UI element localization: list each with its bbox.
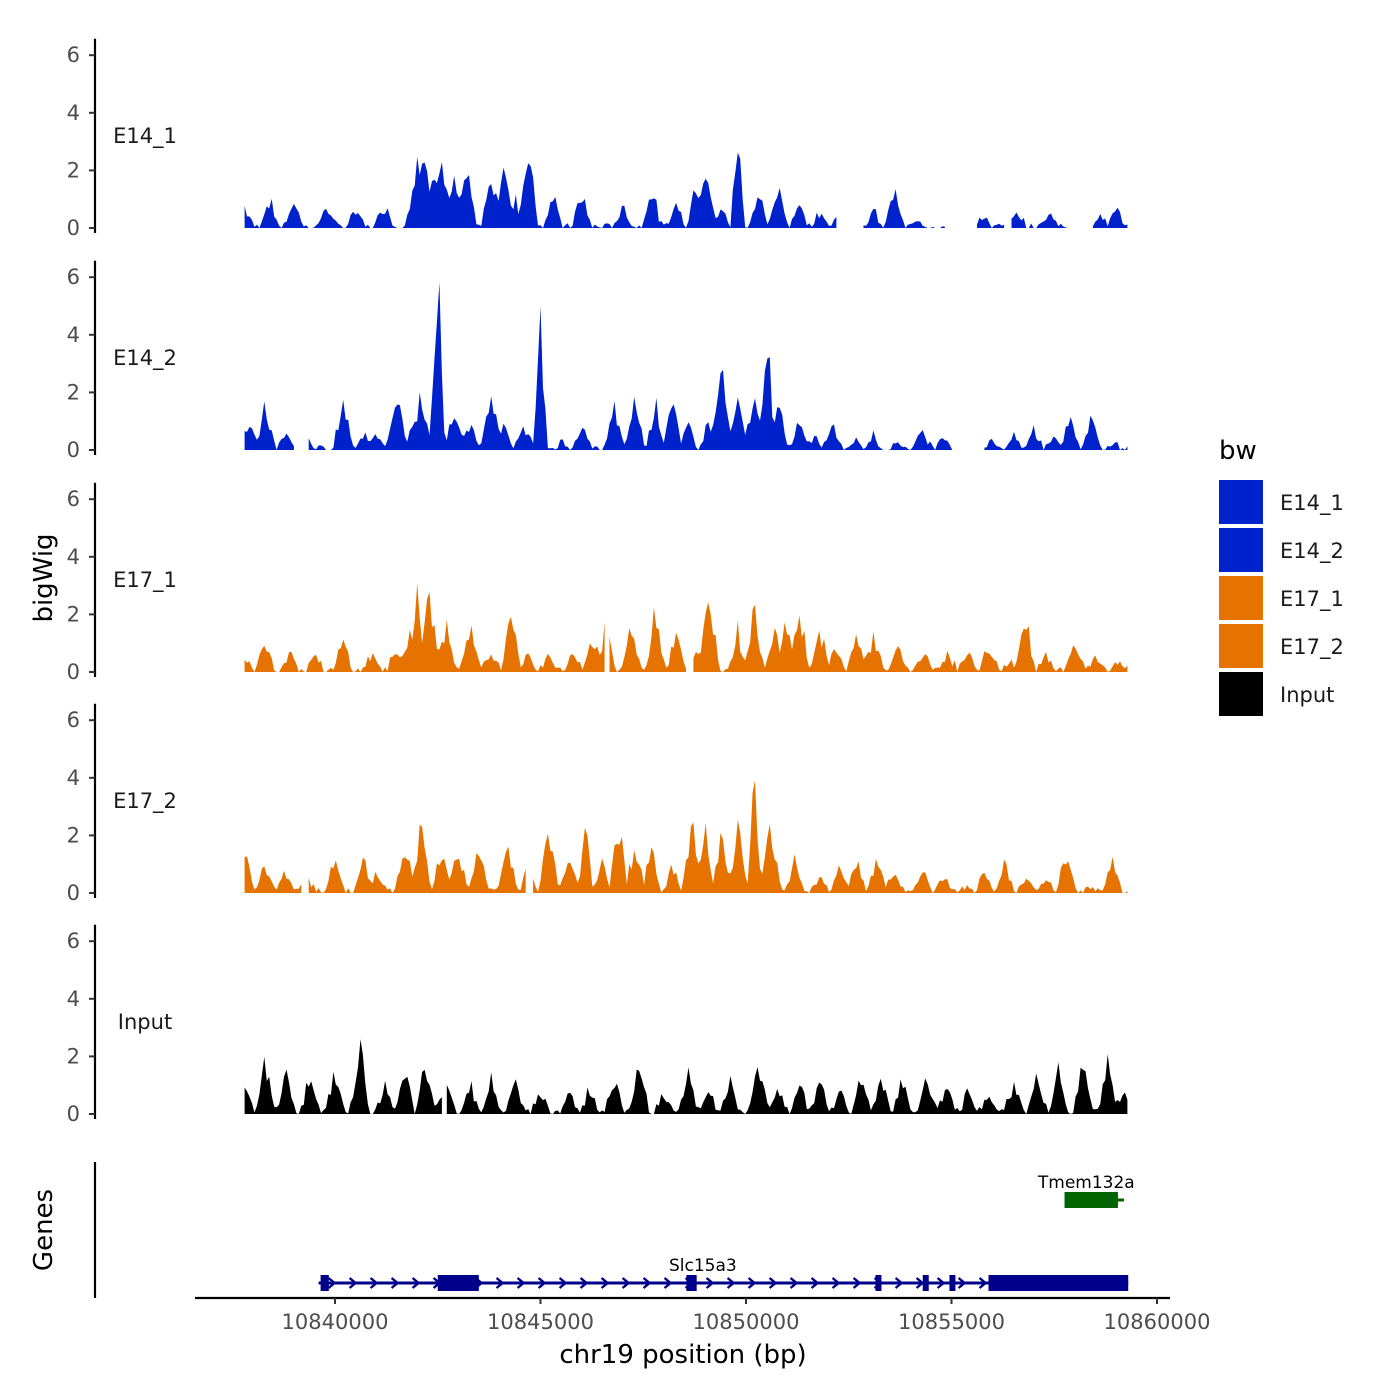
gene-exon [949, 1275, 956, 1291]
strand-arrow [537, 1277, 547, 1289]
legend-title: bw [1219, 436, 1257, 466]
legend-label: E14_2 [1280, 539, 1344, 564]
legend-key [1219, 528, 1263, 572]
track-input: 0 2 4 6 Input [67, 924, 1128, 1126]
y-tick-label: 6 [67, 708, 80, 732]
y-tick-label: 4 [67, 545, 80, 569]
legend: bw E14_1 E14_2 E17_1 E17_2 Input [1219, 436, 1344, 716]
strand-arrow [516, 1277, 526, 1289]
legend-key [1219, 672, 1263, 716]
legend-label: E17_1 [1280, 587, 1344, 612]
track-label: Input [118, 1010, 172, 1034]
legend-key [1219, 576, 1263, 620]
strand-arrow [600, 1277, 610, 1289]
track-e17-2: 0 2 4 6 E17_2 [67, 703, 1128, 905]
strand-arrow [663, 1277, 673, 1289]
y-tick-label: 4 [67, 766, 80, 790]
legend-label: Input [1280, 683, 1334, 707]
track-e14-2: 0 2 4 6 E14_2 [67, 260, 1128, 462]
strand-arrow [369, 1277, 379, 1289]
y-tick-label: 0 [67, 660, 80, 684]
strand-arrow [642, 1277, 652, 1289]
track-label: E14_2 [113, 346, 177, 371]
gene-label: Slc15a3 [669, 1256, 737, 1276]
y-tick-label: 4 [67, 101, 80, 125]
x-tick-label: 10860000 [1104, 1310, 1211, 1334]
strand-arrow [894, 1277, 904, 1289]
y-tick-label: 2 [67, 602, 80, 626]
strand-arrow [852, 1277, 862, 1289]
x-axis: 10840000 10845000 10850000 10855000 10860000 [195, 1296, 1211, 1334]
strand-arrow [558, 1277, 568, 1289]
legend-key [1219, 624, 1263, 668]
strand-arrow [957, 1277, 967, 1289]
tracks-layer: 0 2 4 6 E14_1 0 2 4 6 E14_2 0 2 4 6 E17_1 0 2 4 6 E17_2 0 2 4 6… [67, 38, 1128, 1126]
strand-arrow [705, 1277, 715, 1289]
y-tick-label: 0 [67, 1102, 80, 1126]
legend-label: E14_1 [1280, 491, 1344, 516]
y-tick-label: 6 [67, 265, 80, 289]
x-tick-label: 10845000 [487, 1310, 594, 1334]
gene-exon [1064, 1192, 1118, 1208]
strand-arrow [726, 1277, 736, 1289]
strand-arrow [768, 1277, 778, 1289]
strand-arrow [390, 1277, 400, 1289]
y-tick-label: 2 [67, 158, 80, 182]
gene-exon [320, 1275, 329, 1291]
y-tick-label: 4 [67, 323, 80, 347]
strand-arrow [747, 1277, 757, 1289]
signal-area [244, 282, 1128, 450]
signal-area [244, 780, 1128, 893]
strand-arrow [621, 1277, 631, 1289]
y-tick-label: 4 [67, 987, 80, 1011]
strand-arrow [831, 1277, 841, 1289]
x-axis-title: chr19 position (bp) [559, 1340, 806, 1370]
strand-arrow [936, 1277, 946, 1289]
y-tick-label: 6 [67, 929, 80, 953]
y-tick-label: 2 [67, 1044, 80, 1068]
strand-arrow [411, 1277, 421, 1289]
strand-arrow [495, 1277, 505, 1289]
legend-label: E17_2 [1280, 635, 1344, 660]
y-tick-label: 6 [67, 43, 80, 67]
strand-arrow [810, 1277, 820, 1289]
gene-exon [922, 1275, 929, 1291]
y-tick-label: 6 [67, 487, 80, 511]
strand-arrow [579, 1277, 589, 1289]
strand-arrow [915, 1277, 925, 1289]
signal-area [244, 152, 1128, 228]
strand-arrow [789, 1277, 799, 1289]
track-label: E17_2 [113, 789, 177, 814]
track-e17-1: 0 2 4 6 E17_1 [67, 482, 1128, 684]
gene-label: Tmem132a [1037, 1173, 1135, 1193]
strand-arrow [978, 1277, 988, 1289]
legend-key [1219, 480, 1263, 524]
genes-axis-title: Genes [29, 1189, 59, 1271]
y-tick-label: 2 [67, 380, 80, 404]
signal-area [244, 583, 1128, 672]
y-tick-label: 2 [67, 823, 80, 847]
y-tick-label: 0 [67, 216, 80, 240]
gene-tmem132a: Tmem132a [1037, 1173, 1135, 1208]
strand-arrow [327, 1277, 337, 1289]
genes-layer: Tmem132a Slc15a3 [93, 1162, 1135, 1298]
signal-area [244, 1039, 1128, 1114]
x-tick-label: 10855000 [898, 1310, 1005, 1334]
x-tick-label: 10840000 [282, 1310, 389, 1334]
y-tick-label: 0 [67, 438, 80, 462]
track-e14-1: 0 2 4 6 E14_1 [67, 38, 1128, 240]
gene-exon [988, 1275, 1129, 1291]
y-tick-label: 0 [67, 881, 80, 905]
track-label: E14_1 [113, 124, 177, 149]
y-axis-title: bigWig [29, 533, 59, 622]
x-tick-label: 10850000 [693, 1310, 800, 1334]
gene-slc15a3: Slc15a3 [318, 1256, 1129, 1291]
gene-exon [686, 1275, 697, 1291]
strand-arrow [348, 1277, 358, 1289]
gene-exon [875, 1275, 882, 1291]
gene-exon [437, 1275, 479, 1291]
track-label: E17_1 [113, 568, 177, 593]
